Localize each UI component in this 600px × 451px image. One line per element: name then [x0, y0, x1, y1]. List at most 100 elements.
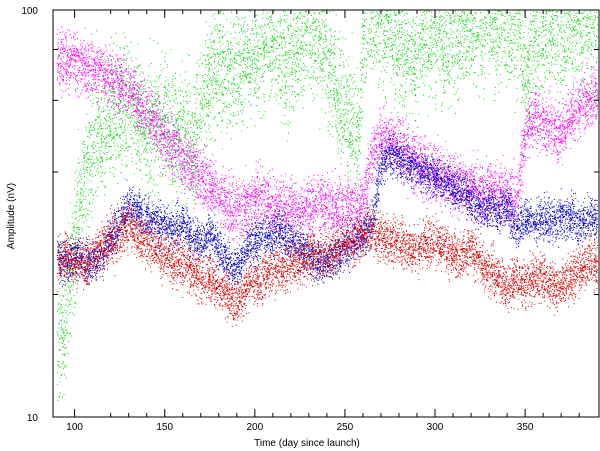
data-point	[373, 37, 375, 38]
data-point	[178, 137, 180, 139]
data-point	[344, 104, 346, 106]
data-point	[109, 112, 111, 114]
data-point	[296, 58, 298, 60]
data-point	[384, 26, 386, 28]
data-point	[472, 20, 474, 21]
data-point	[466, 26, 467, 28]
data-point	[326, 97, 328, 99]
data-point	[325, 39, 327, 40]
data-point	[414, 68, 416, 70]
data-point	[404, 19, 406, 21]
data-point	[185, 202, 187, 204]
data-point	[369, 55, 371, 57]
data-point	[398, 119, 399, 121]
data-point	[194, 170, 196, 172]
data-point	[166, 136, 168, 138]
data-point	[67, 279, 69, 281]
data-point	[133, 96, 135, 97]
data-point	[205, 103, 207, 105]
data-point	[423, 43, 424, 45]
data-point	[130, 133, 132, 135]
data-point	[342, 132, 343, 133]
data-point	[389, 50, 391, 52]
data-point	[208, 59, 209, 61]
data-point	[432, 97, 434, 99]
data-point	[166, 94, 168, 96]
data-point	[305, 66, 307, 67]
data-point	[385, 17, 387, 19]
data-point	[517, 49, 519, 51]
data-point	[237, 54, 239, 56]
data-point	[182, 109, 184, 111]
data-point	[103, 152, 105, 154]
data-point	[337, 101, 339, 103]
data-point	[361, 26, 363, 28]
data-point	[342, 109, 344, 111]
data-point	[289, 101, 290, 103]
data-point	[92, 127, 94, 129]
data-point	[497, 10, 499, 12]
data-point	[341, 77, 342, 79]
data-point	[442, 54, 444, 56]
data-point	[131, 161, 133, 162]
data-point	[357, 124, 359, 126]
data-point	[80, 195, 82, 197]
data-point	[288, 56, 290, 58]
data-point	[254, 90, 256, 91]
data-point	[320, 38, 322, 40]
data-point	[328, 58, 330, 60]
data-point	[248, 74, 250, 76]
data-point	[317, 62, 319, 64]
data-point	[178, 186, 180, 187]
data-point	[82, 215, 84, 217]
data-point	[343, 130, 345, 132]
data-point	[449, 17, 451, 19]
data-point	[163, 164, 165, 166]
data-point	[421, 49, 423, 51]
data-point	[384, 52, 386, 54]
data-point	[334, 71, 336, 73]
data-point	[186, 91, 188, 93]
data-point	[68, 269, 70, 271]
data-point	[195, 107, 197, 109]
data-point	[219, 111, 221, 113]
data-point	[336, 129, 338, 131]
data-point	[116, 143, 118, 145]
data-point	[86, 213, 88, 215]
data-point	[133, 107, 135, 109]
data-point	[281, 95, 283, 97]
data-point	[212, 41, 214, 43]
data-point	[105, 148, 106, 150]
data-point	[128, 50, 130, 52]
data-point	[457, 46, 459, 48]
data-point	[247, 28, 249, 30]
data-point	[115, 127, 117, 129]
data-point	[98, 126, 100, 128]
data-point	[341, 75, 343, 77]
data-point	[264, 32, 266, 34]
data-point	[113, 106, 115, 108]
data-point	[415, 42, 416, 44]
data-point	[137, 83, 139, 85]
data-point	[498, 11, 500, 13]
data-point	[155, 156, 157, 158]
data-point	[145, 164, 147, 166]
data-point	[437, 59, 439, 61]
data-point	[321, 70, 323, 72]
data-point	[400, 95, 402, 97]
data-point	[385, 50, 387, 52]
data-point	[57, 333, 59, 335]
data-point	[158, 86, 159, 87]
data-point	[234, 31, 236, 33]
data-point	[371, 18, 373, 20]
data-point	[269, 96, 271, 98]
data-point	[517, 19, 519, 20]
data-point	[459, 97, 461, 99]
data-point	[325, 41, 327, 43]
data-point	[306, 26, 308, 28]
data-point	[250, 103, 252, 105]
data-point	[128, 107, 130, 109]
data-point	[290, 74, 292, 76]
data-point	[232, 66, 234, 68]
data-point	[204, 73, 206, 75]
